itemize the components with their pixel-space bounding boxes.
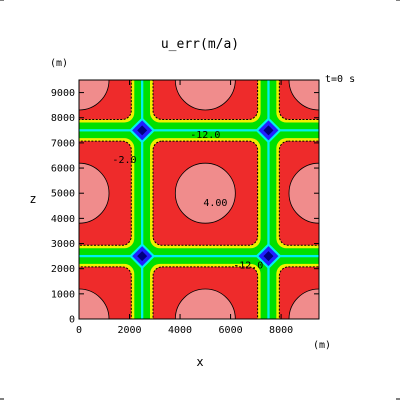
cell-red (279, 80, 319, 120)
field-layer (79, 80, 319, 319)
node-dark (263, 125, 274, 136)
y-tick-label: 0 (69, 315, 75, 326)
cell-red (79, 80, 132, 120)
contour-label: -12.0 (190, 130, 220, 141)
cell-contour (152, 80, 259, 120)
y-tick-label: 7000 (51, 138, 75, 149)
y-tick-label: 2000 (51, 264, 75, 275)
cell-contour (278, 140, 319, 246)
pink-contour (174, 288, 236, 319)
y-tick-label: 6000 (51, 164, 75, 175)
pink-core (175, 289, 236, 319)
y-tick-label: 8000 (51, 113, 75, 124)
pink-contour (174, 162, 236, 224)
y-tick-label: 5000 (51, 189, 75, 200)
y-tick-label: 9000 (51, 88, 75, 99)
x-axis-label: x (196, 355, 203, 369)
pink-contour (288, 162, 319, 224)
band-strip-v (267, 80, 270, 319)
time-label: t=0 s (325, 74, 355, 85)
pink-contour (79, 162, 110, 224)
x-tick-label: 4000 (168, 325, 192, 336)
contour-label: -12.0 (233, 261, 263, 272)
plot-frame (78, 79, 320, 320)
x-unit-label: (m) (313, 340, 331, 351)
pink-core (79, 80, 109, 110)
cell-contour (79, 140, 132, 246)
pink-core (175, 80, 236, 110)
cell-red (279, 266, 319, 319)
x-tick-label: 2000 (117, 325, 141, 336)
band-strip-h (79, 254, 319, 258)
x-tick-label: 8000 (269, 325, 293, 336)
contour-label-layer: -12.0 4.00 -12.0 -2.0 (112, 130, 263, 272)
band-strip-v (141, 80, 144, 319)
y-unit-label: (m) (50, 58, 68, 69)
pink-core (79, 289, 109, 319)
contour-label: -2.0 (112, 155, 136, 166)
tick-layer: 0 2000 4000 6000 8000 0 1000 2000 3000 4000 5000 60… (51, 80, 319, 336)
node-dark (263, 251, 274, 262)
node-dark (137, 251, 148, 262)
contour-layer (79, 80, 319, 319)
y-tick-label: 1000 (51, 289, 75, 300)
pink-core (79, 163, 109, 224)
pink-core (289, 80, 319, 110)
pink-core (289, 163, 319, 224)
x-tick-label: 6000 (219, 325, 243, 336)
contour-label: 4.00 (203, 198, 227, 209)
cell-contour (152, 266, 259, 319)
x-tick-label: 0 (76, 325, 82, 336)
chart-title: u_err(m/a) (161, 37, 239, 52)
band-strip-h (79, 129, 319, 132)
y-tick-label: 4000 (51, 214, 75, 225)
cell-contour (152, 140, 259, 246)
y-axis-label: z (29, 192, 36, 206)
node-dark (137, 125, 148, 136)
y-tick-label: 3000 (51, 239, 75, 250)
pink-core (289, 289, 319, 319)
pink-contour (174, 80, 236, 111)
pink-core (175, 163, 236, 224)
